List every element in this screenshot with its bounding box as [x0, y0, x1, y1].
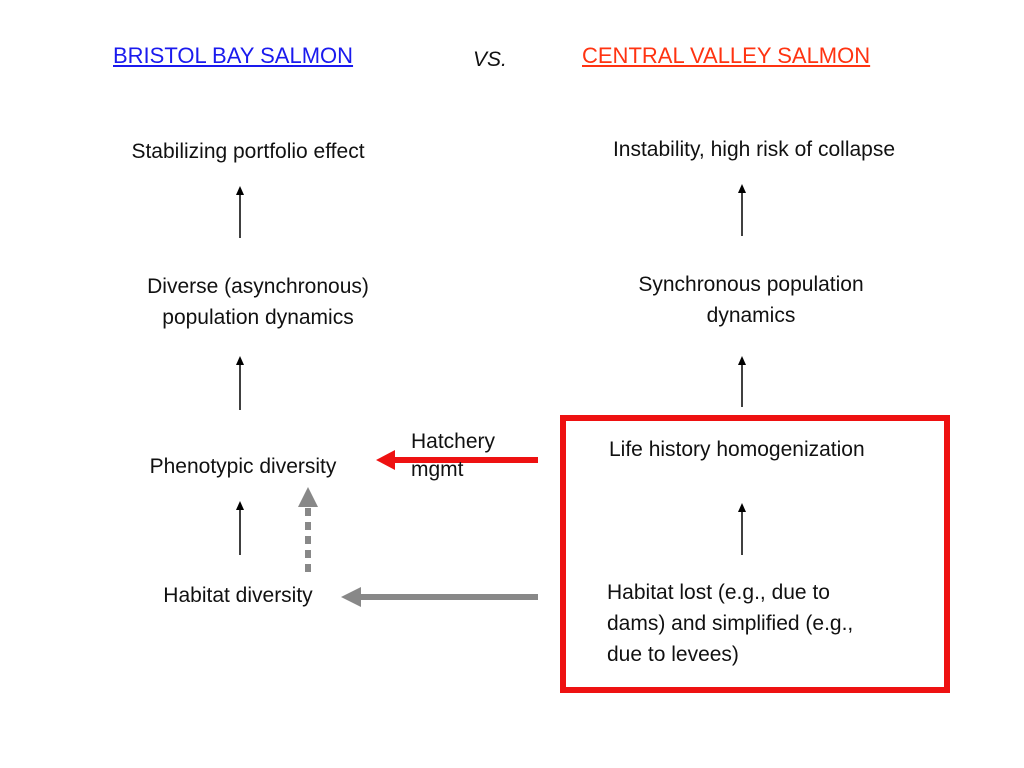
stabilizing-portfolio-effect: Stabilizing portfolio effect — [131, 140, 365, 163]
hatchery-mgmt-label: Hatchery mgmt — [411, 428, 495, 484]
central-valley-highlight-box — [560, 415, 950, 693]
arrow-dynamics-to-outcome-head — [236, 186, 244, 195]
arrow-homogenization-to-dynamics-head — [738, 356, 746, 365]
arrow-habitat-lost-to-homogenization-head — [738, 503, 746, 512]
habitat-diversity: Habitat diversity — [163, 584, 313, 607]
habitat-lost-line1: Habitat lost (e.g., due to — [607, 581, 830, 604]
synchronous-dynamics-line1: Synchronous population — [638, 273, 864, 296]
synchronous-dynamics-line2: dynamics — [706, 304, 796, 327]
arrow-phenotype-to-dynamics-head — [236, 356, 244, 365]
arrow-habitat-to-phenotype-head — [236, 501, 244, 510]
vs-label: VS. — [473, 48, 507, 71]
diverse-dynamics: Diverse (asynchronous) population dynami… — [98, 271, 418, 333]
instability-high-risk: Instability, high risk of collapse — [612, 138, 896, 161]
habitat-lost-simplified: Habitat lost (e.g., due to dams) and sim… — [607, 577, 853, 670]
habitat-lost-line2: dams) and simplified (e.g., — [607, 612, 854, 635]
hatchery-line1: Hatchery — [411, 430, 496, 453]
central-valley-flow-arrows — [738, 184, 746, 555]
life-history-homogenization: Life history homogenization — [609, 438, 865, 461]
habitat-loss-arrow — [341, 587, 538, 607]
dotted-habitat-to-phenotype-arrow — [298, 487, 318, 572]
habitat-lost-line3: due to levees) — [607, 643, 739, 666]
diverse-dynamics-line2: population dynamics — [162, 306, 354, 329]
synchronous-dynamics: Synchronous population dynamics — [591, 269, 911, 331]
hatchery-arrow — [376, 450, 538, 470]
bristol-flow-arrows — [236, 186, 244, 555]
arrow-dynamics-to-instability-head — [738, 184, 746, 193]
central-valley-title[interactable]: CENTRAL VALLEY SALMON — [582, 43, 871, 68]
phenotypic-diversity: Phenotypic diversity — [149, 455, 337, 478]
hatchery-line2: mgmt — [411, 458, 464, 481]
diverse-dynamics-line1: Diverse (asynchronous) — [147, 275, 369, 298]
bristol-bay-title[interactable]: BRISTOL BAY SALMON — [113, 43, 354, 68]
